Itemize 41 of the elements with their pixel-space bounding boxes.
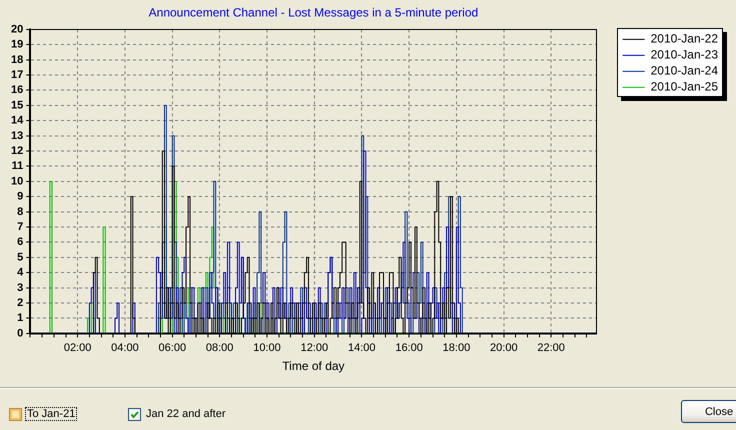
- x-tick-label: 04:00: [111, 342, 139, 354]
- y-tick-label: 18: [10, 54, 24, 66]
- y-tick-label: 20: [10, 23, 24, 36]
- y-tick-label: 4: [17, 266, 24, 279]
- y-tick-label: 7: [17, 221, 24, 234]
- y-tick-label: 9: [17, 190, 24, 203]
- x-tick-label: 14:00: [348, 342, 376, 354]
- legend-label: 2010-Jan-24: [650, 64, 718, 78]
- chart-title: Announcement Channel - Lost Messages in a 5-minute period: [148, 6, 478, 20]
- text: Jan 22 and after: [145, 407, 227, 421]
- y-tick-label: 16: [10, 84, 24, 96]
- y-tick-label: 5: [17, 251, 24, 264]
- x-tick-label: 18:00: [442, 342, 470, 354]
- x-axis-title: Time of day: [282, 359, 345, 374]
- legend-label: 2010-Jan-22: [650, 32, 718, 46]
- x-tick-label: 10:00: [253, 342, 281, 354]
- y-tick-label: 13: [10, 130, 24, 142]
- x-tick-label: 12:00: [300, 342, 328, 354]
- legend-label: 2010-Jan-23: [650, 48, 718, 62]
- y-tick-label: 2: [17, 297, 24, 310]
- y-tick-label: 14: [10, 114, 24, 127]
- button: Close: [681, 400, 736, 423]
- x-tick-label: 22:00: [537, 342, 565, 354]
- x-tick-label: 02:00: [64, 342, 92, 354]
- y-tick-label: 8: [17, 206, 24, 218]
- y-tick-label: 15: [10, 99, 24, 112]
- y-tick-label: 11: [12, 160, 24, 172]
- y-tick-label: 17: [10, 69, 24, 82]
- text: To Jan-21: [25, 407, 78, 421]
- x-tick-label: 20:00: [490, 342, 518, 354]
- y-tick-label: 6: [17, 236, 24, 248]
- y-tick-label: 0: [17, 327, 24, 340]
- y-tick-label: 19: [10, 38, 24, 51]
- y-tick-label: 12: [10, 145, 24, 158]
- y-tick-label: 1: [17, 312, 24, 324]
- x-tick-label: 06:00: [158, 342, 186, 354]
- x-tick-label: 16:00: [395, 342, 423, 354]
- y-tick-label: 3: [17, 282, 24, 294]
- y-tick-label: 10: [10, 175, 24, 188]
- legend-label: 2010-Jan-25: [650, 80, 718, 94]
- x-tick-label: 08:00: [206, 342, 234, 354]
